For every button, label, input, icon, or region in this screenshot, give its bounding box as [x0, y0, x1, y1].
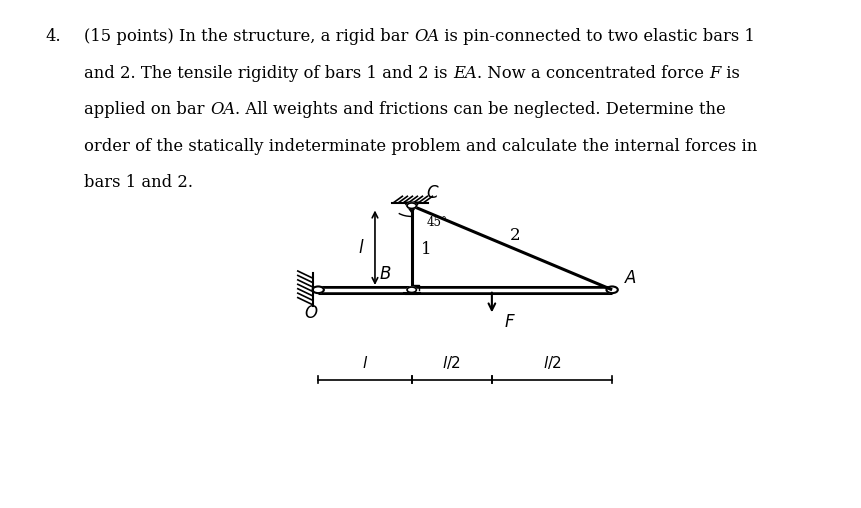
- Text: $C$: $C$: [426, 185, 439, 202]
- Text: bars 1 and 2.: bars 1 and 2.: [84, 174, 193, 191]
- Text: is pin-connected to two elastic bars 1: is pin-connected to two elastic bars 1: [439, 28, 754, 45]
- Circle shape: [406, 203, 416, 208]
- Text: $l$: $l$: [362, 355, 368, 371]
- Text: . All weights and frictions can be neglected. Determine the: . All weights and frictions can be negle…: [235, 101, 725, 118]
- Text: $B$: $B$: [379, 266, 391, 283]
- Text: . Now a concentrated force: . Now a concentrated force: [476, 65, 709, 81]
- Circle shape: [406, 287, 416, 293]
- Text: $l$: $l$: [358, 239, 364, 257]
- Text: EA: EA: [453, 65, 476, 81]
- Text: 2: 2: [510, 227, 520, 244]
- Text: $A$: $A$: [623, 270, 636, 287]
- Text: $O$: $O$: [304, 305, 319, 323]
- Text: order of the statically indeterminate problem and calculate the internal forces : order of the statically indeterminate pr…: [84, 138, 757, 154]
- Text: 45°: 45°: [426, 216, 447, 230]
- Text: $F$: $F$: [504, 314, 515, 331]
- Text: 4.: 4.: [46, 28, 61, 45]
- Text: (15 points) In the structure, a rigid bar: (15 points) In the structure, a rigid ba…: [84, 28, 413, 45]
- Text: F: F: [709, 65, 720, 81]
- Text: and 2. The tensile rigidity of bars 1 and 2 is: and 2. The tensile rigidity of bars 1 an…: [84, 65, 453, 81]
- Text: 1: 1: [421, 241, 431, 258]
- Text: OA: OA: [413, 28, 439, 45]
- Text: OA: OA: [210, 101, 235, 118]
- Text: is: is: [720, 65, 739, 81]
- Text: $l/2$: $l/2$: [542, 354, 561, 371]
- Text: $l/2$: $l/2$: [442, 354, 461, 371]
- Circle shape: [313, 287, 324, 293]
- Circle shape: [606, 287, 617, 293]
- Text: applied on bar: applied on bar: [84, 101, 210, 118]
